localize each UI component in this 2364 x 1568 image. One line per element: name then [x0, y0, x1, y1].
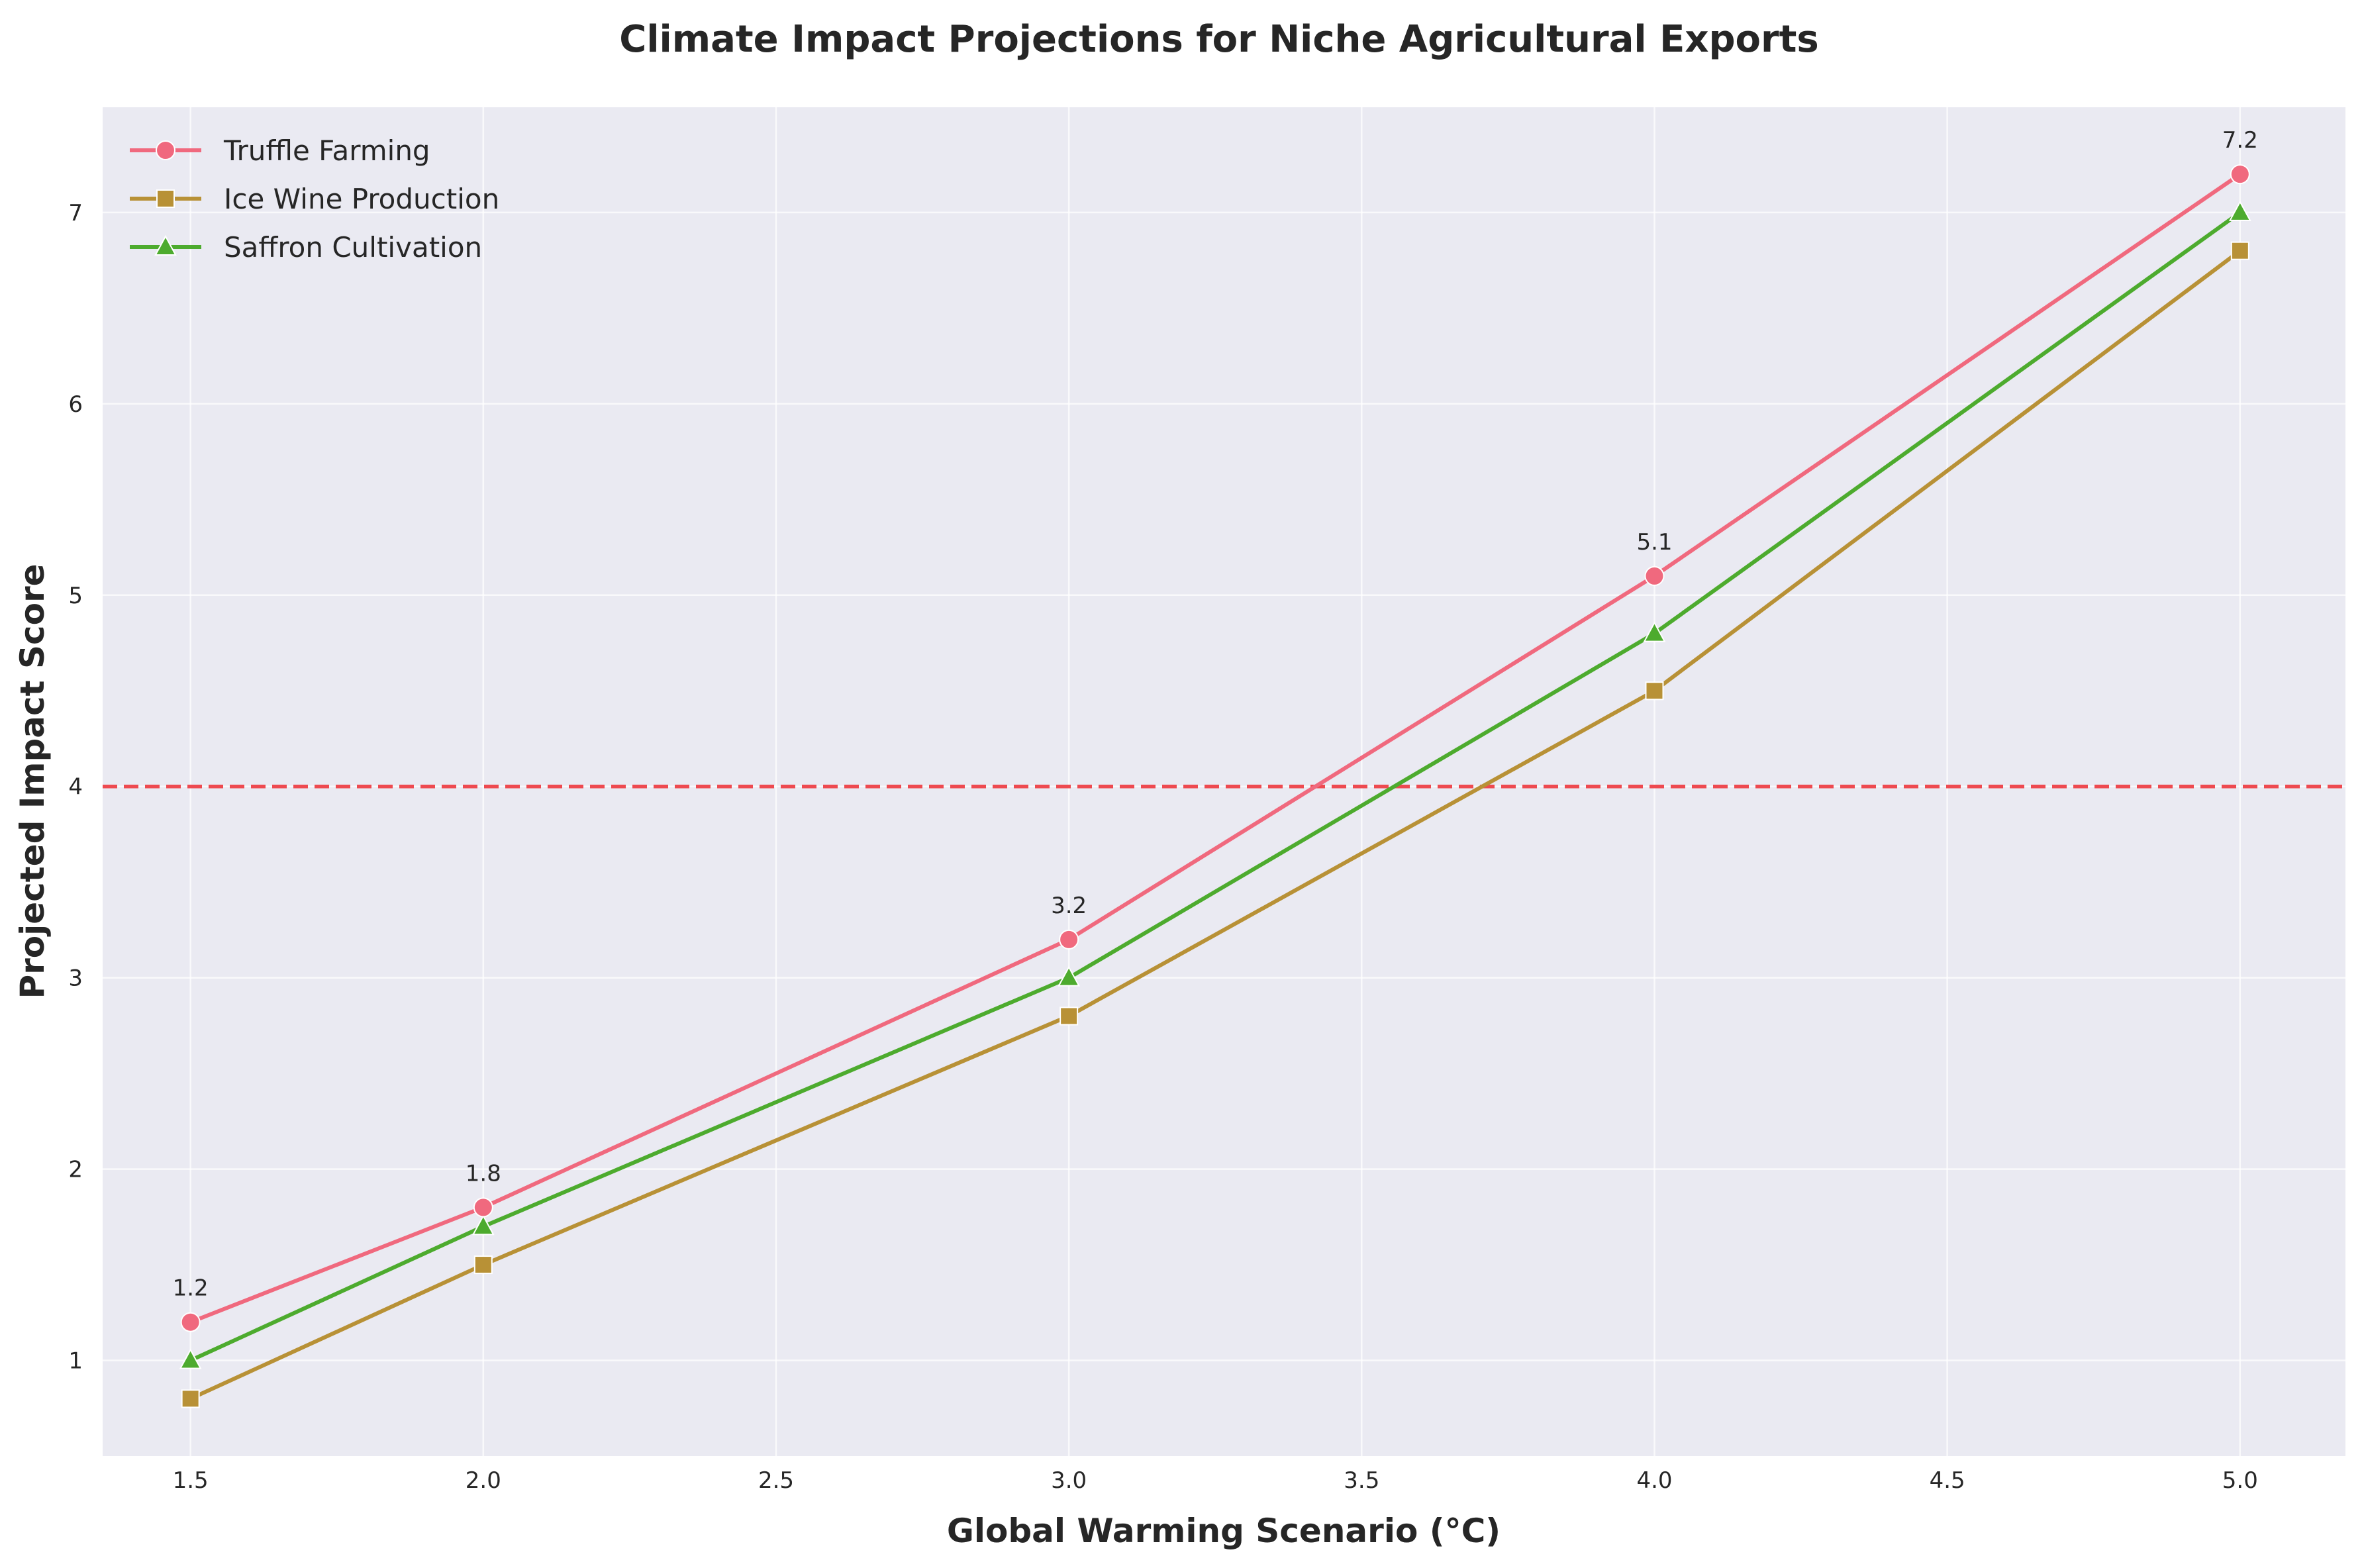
legend-item: Truffle Farming [130, 134, 430, 167]
data-point [473, 1255, 493, 1275]
plot-area [103, 107, 2345, 1456]
data-point [471, 1214, 495, 1236]
legend-label: Saffron Cultivation [224, 231, 482, 264]
x-tick-label: 4.0 [1636, 1467, 1672, 1494]
data-point [179, 1348, 202, 1369]
data-point [1644, 565, 1665, 586]
y-tick-label: 1 [68, 1348, 83, 1375]
data-label: 5.1 [1636, 529, 1672, 556]
series-group [179, 164, 2251, 1408]
y-tick-label: 6 [68, 391, 83, 418]
legend-label: Ice Wine Production [224, 183, 499, 215]
data-point [1059, 1006, 1079, 1026]
data-label: 1.8 [466, 1160, 501, 1187]
x-tick-label: 2.0 [466, 1467, 501, 1494]
legend: Truffle Farming Ice Wine Production Saffro… [130, 134, 499, 264]
data-point [473, 1197, 493, 1218]
legend-item: Saffron Cultivation [130, 231, 482, 264]
x-tick-label: 3.0 [1051, 1467, 1087, 1494]
series-0 [180, 164, 2250, 1332]
y-axis-ticks: 1 2 3 4 5 6 7 [68, 200, 83, 1375]
data-labels: 1.2 1.8 3.2 5.1 7.2 [173, 127, 2258, 1302]
x-tick-label: 1.5 [173, 1467, 209, 1494]
series-2 [179, 200, 2251, 1369]
x-tick-label: 2.5 [758, 1467, 794, 1494]
data-point [1643, 621, 1666, 642]
y-tick-label: 4 [68, 774, 83, 801]
y-tick-label: 5 [68, 583, 83, 609]
x-axis-title: Global Warming Scenario (°C) [947, 1512, 1501, 1550]
data-label: 3.2 [1051, 893, 1087, 919]
y-axis-title: Projected Impact Score [13, 564, 52, 999]
y-tick-label: 3 [68, 965, 83, 992]
data-point [2228, 200, 2251, 221]
x-tick-label: 3.5 [1344, 1467, 1379, 1494]
x-axis-ticks: 1.5 2.0 2.5 3.0 3.5 4.0 4.5 5.0 [173, 1467, 2258, 1494]
data-point [1058, 965, 1081, 987]
legend-marker [156, 189, 175, 208]
y-tick-label: 2 [68, 1157, 83, 1183]
data-label: 1.2 [173, 1275, 209, 1302]
x-tick-label: 5.0 [2222, 1467, 2258, 1494]
data-point [181, 1389, 200, 1408]
data-point [2230, 164, 2250, 185]
x-tick-label: 4.5 [1930, 1467, 1965, 1494]
y-tick-label: 7 [68, 200, 83, 226]
legend-item: Ice Wine Production [130, 183, 499, 215]
series-1 [181, 241, 2249, 1408]
chart-title: Climate Impact Projections for Niche Agr… [619, 18, 1818, 61]
data-label: 7.2 [2222, 127, 2258, 154]
data-point [1059, 929, 1079, 950]
data-point [180, 1312, 201, 1332]
legend-marker [156, 140, 175, 160]
legend-marker [154, 234, 177, 256]
data-point [2230, 241, 2249, 260]
data-point [1645, 681, 1664, 701]
legend-label: Truffle Farming [223, 134, 430, 167]
